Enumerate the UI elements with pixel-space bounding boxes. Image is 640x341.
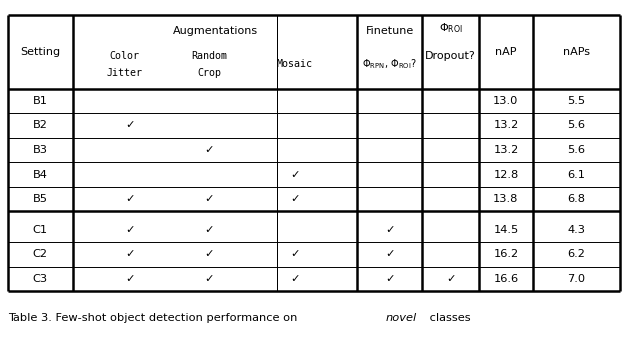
Text: 6.8: 6.8 [567, 194, 586, 204]
Text: B5: B5 [33, 194, 48, 204]
Text: Crop: Crop [197, 68, 221, 77]
Text: 13.8: 13.8 [493, 194, 518, 204]
Text: ✓: ✓ [125, 225, 134, 235]
Text: ✓: ✓ [290, 274, 300, 284]
Text: $\Phi_{\rm ROI}$: $\Phi_{\rm ROI}$ [438, 21, 463, 35]
Text: classes: classes [426, 313, 470, 323]
Text: 5.5: 5.5 [567, 96, 586, 106]
Text: 4.3: 4.3 [567, 225, 586, 235]
Text: ✓: ✓ [290, 169, 300, 180]
Text: Color: Color [109, 51, 139, 61]
Text: 12.8: 12.8 [493, 169, 518, 180]
Text: Jitter: Jitter [106, 68, 142, 77]
Text: 7.0: 7.0 [567, 274, 586, 284]
Text: 14.5: 14.5 [493, 225, 518, 235]
Text: nAP: nAP [495, 47, 516, 57]
Text: C1: C1 [33, 225, 48, 235]
Text: 13.2: 13.2 [493, 145, 518, 155]
Text: ✓: ✓ [205, 225, 214, 235]
Text: 13.2: 13.2 [493, 120, 518, 131]
Text: B3: B3 [33, 145, 48, 155]
Text: ✓: ✓ [290, 249, 300, 260]
Text: B1: B1 [33, 96, 48, 106]
Text: 5.6: 5.6 [567, 145, 586, 155]
Text: Finetune: Finetune [365, 27, 414, 36]
Text: ✓: ✓ [385, 225, 394, 235]
Text: B4: B4 [33, 169, 48, 180]
Text: Dropout?: Dropout? [425, 51, 476, 61]
Text: ✓: ✓ [125, 120, 134, 131]
Text: ✓: ✓ [205, 194, 214, 204]
Text: ✓: ✓ [385, 274, 394, 284]
Text: 5.6: 5.6 [567, 120, 586, 131]
Text: ✓: ✓ [290, 194, 300, 204]
Text: ✓: ✓ [125, 249, 134, 260]
Text: ✓: ✓ [205, 145, 214, 155]
Text: Random: Random [191, 51, 227, 61]
Text: ✓: ✓ [125, 194, 134, 204]
Text: Setting: Setting [20, 47, 60, 57]
Text: Table 3. Few-shot object detection performance on: Table 3. Few-shot object detection perfo… [8, 313, 301, 323]
Text: Mosaic: Mosaic [276, 59, 312, 69]
Text: B2: B2 [33, 120, 48, 131]
Text: 16.6: 16.6 [493, 274, 518, 284]
Text: ✓: ✓ [125, 274, 134, 284]
Text: 6.1: 6.1 [567, 169, 586, 180]
Text: Augmentations: Augmentations [172, 27, 258, 36]
Text: C3: C3 [33, 274, 48, 284]
Text: ✓: ✓ [446, 274, 455, 284]
Text: $\Phi_{\rm RPN}$, $\Phi_{\rm ROI}$?: $\Phi_{\rm RPN}$, $\Phi_{\rm ROI}$? [362, 57, 417, 71]
Text: novel: novel [386, 313, 417, 323]
Text: 13.0: 13.0 [493, 96, 518, 106]
Text: nAPs: nAPs [563, 47, 590, 57]
Text: 6.2: 6.2 [568, 249, 585, 260]
Text: ✓: ✓ [205, 249, 214, 260]
Text: 16.2: 16.2 [493, 249, 518, 260]
Text: ✓: ✓ [205, 274, 214, 284]
Text: ✓: ✓ [385, 249, 394, 260]
Text: C2: C2 [33, 249, 48, 260]
